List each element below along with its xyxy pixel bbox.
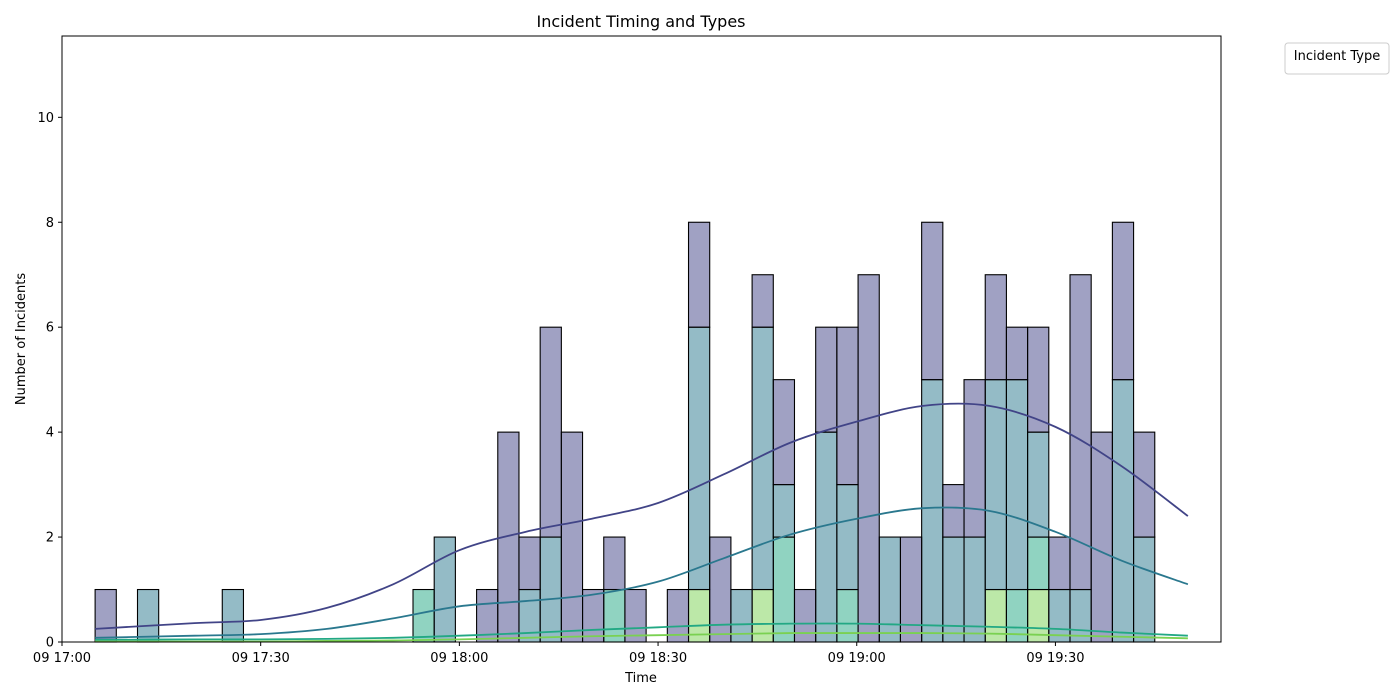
kde-curve: [95, 506, 1189, 639]
histogram-bar: [1048, 536, 1071, 591]
histogram-bar: [603, 588, 626, 643]
x-tick-label: 09 18:00: [430, 651, 488, 666]
histogram-bar: [412, 588, 435, 643]
histogram-bar: [539, 536, 562, 643]
histogram-bar: [751, 274, 774, 328]
histogram-bar: [772, 484, 796, 538]
histogram-bar: [1133, 431, 1156, 538]
histogram-bar: [709, 536, 732, 643]
y-tick-label: 4: [46, 426, 54, 441]
legend-title: Incident Type: [1294, 49, 1380, 64]
histogram-bar: [582, 588, 605, 643]
x-tick-label: 09 17:00: [33, 651, 91, 666]
histogram-bar: [518, 588, 541, 643]
histogram-bar: [815, 326, 838, 433]
histogram-bar: [518, 536, 541, 591]
histogram-bar: [815, 431, 838, 643]
histogram-bar: [836, 588, 859, 643]
histogram-bar: [963, 379, 986, 538]
histogram-bar: [1048, 588, 1071, 643]
histogram-bar: [687, 326, 711, 591]
histogram-bar: [1069, 588, 1092, 643]
plot-frame: [61, 35, 1222, 643]
histogram-bar: [1111, 379, 1135, 643]
kde-curve: [95, 622, 1188, 641]
histogram-bar: [603, 536, 626, 591]
chart-title: Incident Timing and Types: [536, 12, 745, 31]
kde-layer: [95, 402, 1189, 643]
histogram-bar: [1027, 431, 1050, 538]
histogram-bar: [1005, 326, 1029, 381]
histogram-bar: [836, 326, 859, 486]
y-tick-label: 8: [46, 216, 54, 231]
x-axis-label: Time: [624, 671, 657, 686]
histogram-bar: [772, 536, 796, 643]
y-tick-label: 0: [46, 636, 54, 651]
histogram-bar: [921, 221, 944, 381]
histogram-bar: [1111, 221, 1135, 381]
histogram-bar: [687, 221, 711, 328]
x-tick-label: 09 19:30: [1026, 651, 1084, 666]
histogram-bar: [1133, 536, 1156, 643]
y-tick-label: 6: [46, 321, 54, 336]
histogram-bar: [1090, 431, 1113, 643]
histogram-bar: [793, 588, 817, 643]
histogram-bar: [136, 588, 160, 643]
histogram-bar: [899, 536, 923, 643]
histogram-bar: [539, 326, 562, 538]
y-axis: 0 2 4 6 8 10: [37, 111, 62, 651]
histogram-bar: [984, 379, 1007, 591]
histogram-bar: [984, 274, 1007, 381]
histogram-bar: [836, 484, 859, 591]
kde-curve: [95, 632, 1188, 643]
y-axis-label: Number of Incidents: [14, 273, 29, 405]
histogram-bar: [772, 379, 796, 486]
histogram-bar: [94, 588, 117, 643]
histogram-bar: [1027, 536, 1050, 591]
bars-layer: [94, 221, 1156, 643]
legend: Incident Type: [1284, 42, 1390, 75]
histogram-bar: [857, 274, 880, 643]
kde-curve: [95, 402, 1189, 630]
histogram-bar: [624, 588, 647, 643]
y-tick-label: 10: [37, 111, 54, 126]
x-tick-label: 09 18:30: [629, 651, 687, 666]
x-tick-label: 09 19:00: [828, 651, 886, 666]
y-tick-label: 2: [46, 531, 54, 546]
x-tick-label: 09 17:30: [232, 651, 290, 666]
histogram-bar: [921, 379, 944, 643]
histogram-bar: [942, 484, 965, 538]
histogram-bar: [560, 431, 584, 643]
legend-box: [1284, 42, 1390, 75]
histogram-bar: [1027, 326, 1050, 433]
histogram-bar: [878, 536, 902, 643]
x-axis: 09 17:00 09 17:30 09 18:00 09 18:30 09 19:00…: [33, 642, 1084, 666]
